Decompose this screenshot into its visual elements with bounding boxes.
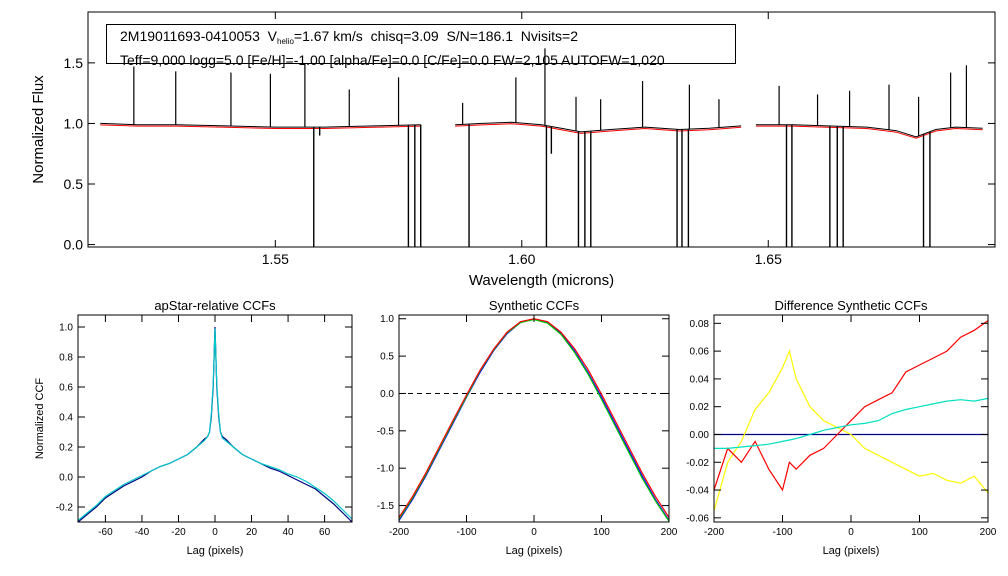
vhelio-label: V <box>267 28 277 44</box>
difference-xtick-label: 0 <box>848 527 854 538</box>
difference-ytick-label: -0.06 <box>686 513 709 524</box>
spectrum-model-segment-3 <box>755 125 983 139</box>
apstar-ytick-label: 0.0 <box>59 473 73 484</box>
synthetic-xtick-label: 100 <box>593 527 610 538</box>
spectrum-ytick-label: 0.5 <box>64 176 84 192</box>
apstar-ytick-label: -0.2 <box>56 503 74 514</box>
chisq-value: chisq=3.09 <box>370 28 439 44</box>
difference-ytick-label: 0.02 <box>690 402 710 413</box>
info-line-1: 2M19011693-0410053 Vhelio=1.67 km/s chis… <box>120 27 735 51</box>
synthetic-title: Synthetic CCFs <box>489 298 580 313</box>
apstar-ytick-label: 1.0 <box>59 323 73 334</box>
difference-plot-frame <box>713 314 989 523</box>
apstar-ytick-label: 0.4 <box>59 413 73 424</box>
apstar-xtick-label: 40 <box>283 527 295 538</box>
snr-value: S/N=186.1 <box>446 28 514 44</box>
spectrum-xtick-label: 1.55 <box>262 251 289 267</box>
synthetic-xtick-label: -200 <box>389 527 409 538</box>
spectrum-ytick-label: 0.0 <box>64 236 84 252</box>
apstar-ytick-label: 0.2 <box>59 443 73 454</box>
difference-ytick-label: 0.00 <box>690 430 710 441</box>
spectrum-xlabel: Wavelength (microns) <box>469 272 614 289</box>
synthetic-ytick-label: -0.5 <box>377 426 395 437</box>
difference-xlabel: Lag (pixels) <box>823 545 880 557</box>
apstar-ytick-label: 0.6 <box>59 383 73 394</box>
apstar-title: apStar-relative CCFs <box>154 298 276 313</box>
difference-ytick-label: 0.04 <box>690 374 710 385</box>
synthetic-ytick-label: 0.0 <box>380 389 394 400</box>
difference-series-2 <box>713 349 989 512</box>
difference-ytick-label: 0.06 <box>690 347 710 358</box>
apstar-xtick-label: 60 <box>319 527 331 538</box>
apstar-ytick-label: 0.8 <box>59 353 73 364</box>
apstar-xtick-label: 0 <box>212 527 218 538</box>
spectrum-model-segment-2 <box>455 123 742 134</box>
star-id: 2M19011693-0410053 <box>120 28 260 44</box>
difference-ytick-label: -0.04 <box>686 486 709 497</box>
spectrum-observed-segment-1 <box>100 122 421 128</box>
spectrum-observed-segment-3 <box>755 124 983 138</box>
synthetic-series-3 <box>398 318 670 518</box>
difference-xtick-label: -100 <box>772 527 792 538</box>
spectrum-info-box: 2M19011693-0410053 Vhelio=1.67 km/s chis… <box>106 24 736 68</box>
difference-series-4 <box>714 397 989 449</box>
info-line-2: Teff=9,000 logg=5.0 [Fe/H]=-1.00 [alpha/… <box>120 52 665 68</box>
difference-xtick-label: 200 <box>980 527 997 538</box>
apstar-xlabel: Lag (pixels) <box>187 545 244 557</box>
difference-ytick-label: 0.08 <box>690 319 710 330</box>
difference-series-3 <box>713 320 989 492</box>
apstar-xtick-label: -60 <box>98 527 113 538</box>
synthetic-series-2 <box>398 318 670 522</box>
difference-title: Difference Synthetic CCFs <box>775 298 928 313</box>
apstar-xtick-label: 20 <box>246 527 258 538</box>
difference-xtick-label: 100 <box>911 527 928 538</box>
vhelio-subscript: helio <box>277 37 294 46</box>
spectrum-ytick-label: 1.5 <box>64 55 84 71</box>
spectrum-ylabel: Normalized Flux <box>30 75 47 184</box>
spectrum-xtick-label: 1.60 <box>508 251 535 267</box>
difference-ytick-label: -0.02 <box>686 458 709 469</box>
synthetic-ytick-label: 0.5 <box>380 352 394 363</box>
synthetic-xtick-label: -100 <box>456 527 476 538</box>
spectrum-observed-segment-2 <box>455 121 742 133</box>
spectrum-ytick-label: 1.0 <box>64 115 84 131</box>
nvisits-value: Nvisits=2 <box>520 28 578 44</box>
apstar-xtick-label: -20 <box>171 527 186 538</box>
apstar-series-2 <box>77 328 353 521</box>
synthetic-plot-frame <box>398 314 670 523</box>
synthetic-ytick-label: -1.5 <box>377 501 395 512</box>
synthetic-ytick-label: 1.0 <box>380 314 394 325</box>
spectrum-xtick-label: 1.65 <box>755 251 782 267</box>
apstar-ylabel: Normalized CCF <box>34 378 46 460</box>
synthetic-series-1 <box>398 318 670 521</box>
apstar-xtick-label: -40 <box>135 527 150 538</box>
vhelio-value: =1.67 km/s <box>293 28 363 44</box>
synthetic-xtick-label: 200 <box>661 527 678 538</box>
spectrum-plot-frame <box>87 11 996 248</box>
spectrum-model-segment-1 <box>100 124 421 129</box>
difference-xtick-label: -200 <box>704 527 724 538</box>
synthetic-xtick-label: 0 <box>531 527 537 538</box>
synthetic-xlabel: Lag (pixels) <box>506 545 563 557</box>
apstar-series-1 <box>77 326 353 523</box>
synthetic-ytick-label: -1.0 <box>377 464 395 475</box>
